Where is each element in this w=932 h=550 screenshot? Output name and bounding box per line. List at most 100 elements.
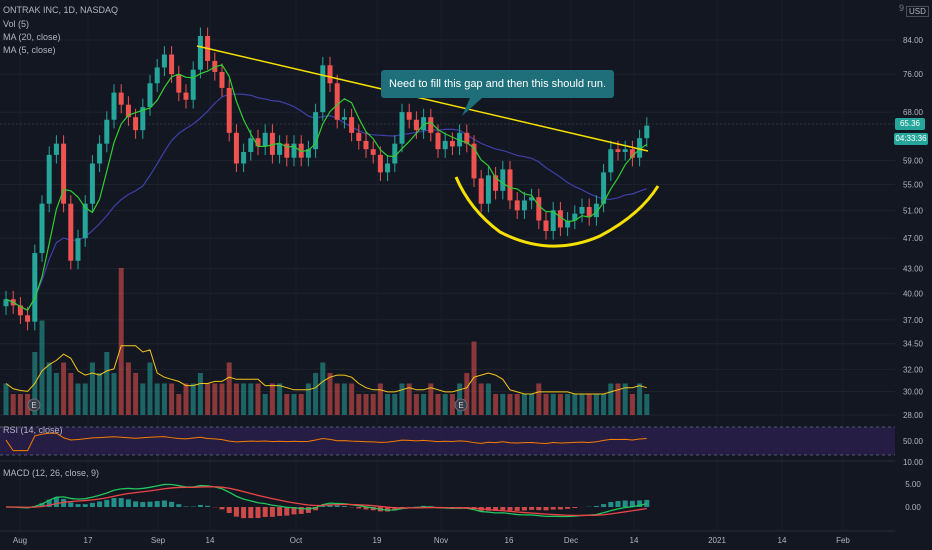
candle: [277, 135, 283, 164]
candle: [514, 192, 520, 219]
volume-bar: [442, 394, 448, 415]
legend-title[interactable]: ONTRAK INC, 1D, NASDAQ: [3, 5, 119, 15]
candle: [61, 135, 67, 213]
candle: [464, 124, 470, 153]
candle: [320, 56, 326, 121]
candle-body: [219, 71, 225, 88]
volume-bar: [183, 383, 189, 415]
time-tick-label: Dec: [564, 536, 578, 545]
macd-histogram-bar: [500, 507, 506, 511]
volume-bar: [269, 383, 275, 415]
volume-bar: [586, 394, 592, 415]
macd-histogram-bar: [133, 501, 139, 507]
macd-histogram-bar: [161, 500, 167, 507]
candle-body: [320, 65, 326, 113]
macd-histogram-bar: [593, 505, 599, 507]
macd-histogram-bar: [233, 507, 239, 517]
volume-bars: [3, 268, 650, 415]
candle-body: [579, 206, 585, 214]
candle: [161, 46, 167, 77]
volume-bar: [82, 383, 88, 415]
macd-histogram-bar: [39, 503, 45, 507]
volume-bar: [579, 394, 585, 415]
candle-body: [435, 132, 441, 150]
candle-body: [421, 117, 427, 131]
candle: [572, 205, 578, 230]
candle-body: [428, 117, 434, 133]
candle: [586, 198, 592, 226]
macd-histogram-bar: [341, 506, 347, 507]
volume-bar: [291, 394, 297, 415]
candle: [82, 195, 88, 247]
candle-body: [413, 119, 419, 131]
volume-bar: [176, 394, 182, 415]
volume-bar: [370, 394, 376, 415]
candle-body: [53, 143, 59, 155]
candle-body: [3, 299, 9, 307]
ma20-line: [5, 93, 647, 312]
candle: [507, 160, 513, 210]
candle: [32, 244, 38, 331]
volume-bar: [219, 383, 225, 415]
macd-histogram-bar: [277, 507, 283, 516]
time-tick-label: Oct: [290, 536, 303, 545]
macd-histogram-bar: [615, 501, 621, 507]
candle: [140, 98, 146, 139]
price-tick-label: 32.00: [903, 365, 924, 374]
annotation-callout[interactable]: Need to fill this gap and then this shou…: [381, 70, 615, 98]
volume-bar: [140, 383, 146, 415]
legend-macd[interactable]: MACD (12, 26, close, 9): [3, 468, 100, 478]
legend-rsi[interactable]: RSI (14, close): [3, 425, 63, 435]
candle-body: [449, 140, 455, 147]
candle: [579, 198, 585, 223]
macd-histogram-bar: [529, 507, 535, 510]
callout-pointer: [462, 98, 482, 116]
macd-histogram-bar: [176, 504, 182, 507]
macd-histogram-bar: [385, 507, 391, 512]
macd-histogram-bar: [514, 507, 520, 511]
currency-label[interactable]: USD: [906, 6, 929, 17]
volume-bar: [536, 383, 542, 415]
volume-bar: [53, 373, 59, 415]
candle: [485, 166, 491, 213]
macd-histogram-bar: [291, 507, 297, 515]
axis-top-digit: 9: [899, 3, 905, 13]
legend-volume[interactable]: Vol (5): [3, 19, 30, 29]
candle-body: [349, 117, 355, 133]
macd-histogram-bar: [320, 505, 326, 507]
price-tick-label: 28.00: [903, 411, 924, 420]
macd-histogram-bar: [521, 507, 527, 511]
legend-ma20[interactable]: MA (20, close): [3, 32, 61, 42]
macd-tick-label: 5.00: [905, 480, 921, 489]
rsi-line: [5, 432, 647, 452]
price-tick-label: 30.00: [903, 387, 924, 396]
candle: [644, 117, 650, 147]
rsi-tick-label: 10.00: [903, 458, 924, 467]
macd-histogram-bar: [262, 507, 268, 517]
volume-bar: [46, 362, 52, 415]
candle-body: [277, 143, 283, 155]
candle-body: [521, 200, 527, 211]
macd-histogram-bar: [269, 507, 275, 517]
macd-histogram-bar: [255, 507, 261, 519]
candle: [341, 108, 347, 129]
volume-bar: [428, 383, 434, 415]
volume-bar: [493, 394, 499, 415]
candle-body: [298, 143, 304, 158]
volume-bar: [500, 394, 506, 415]
candle-body: [363, 140, 369, 150]
volume-bar: [565, 394, 571, 415]
candle-body: [111, 92, 117, 120]
macd-histogram-bar: [183, 506, 189, 507]
candle: [241, 143, 247, 173]
legend-ma5[interactable]: MA (5, close): [3, 45, 56, 55]
volume-bar: [97, 373, 103, 415]
macd-histogram-bar: [284, 507, 290, 516]
candle: [370, 140, 376, 164]
macd-histogram-bar: [68, 502, 74, 507]
macd-histogram-bar: [464, 507, 470, 508]
candle: [154, 59, 160, 92]
volume-bar: [399, 383, 405, 415]
candle: [269, 124, 275, 164]
volume-bar: [320, 362, 326, 415]
